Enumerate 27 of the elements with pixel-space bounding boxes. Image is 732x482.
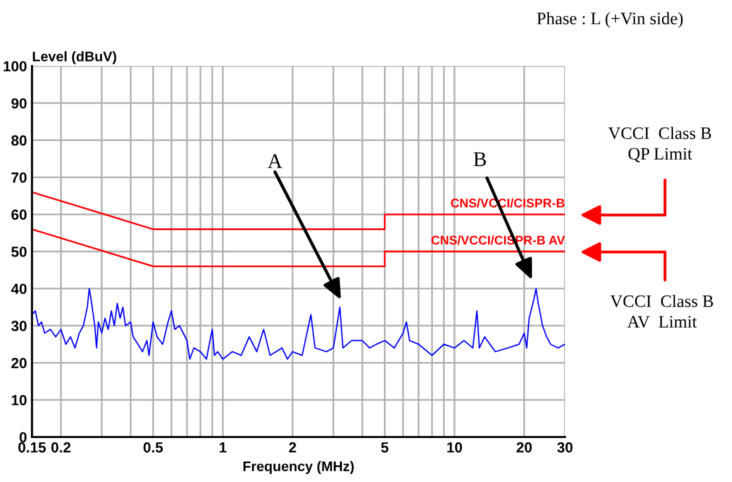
annotation: B — [474, 152, 486, 166]
x-tick-label: 0.5 — [144, 442, 163, 453]
y-tick-label: 60 — [11, 210, 27, 220]
x-tick-label: 20 — [516, 442, 532, 453]
x-tick-label: 1 — [220, 442, 226, 452]
y-tick-label: 90 — [11, 98, 27, 109]
text: VCCI Class B AV Limit — [610, 294, 713, 328]
y-tick-label: 80 — [11, 135, 27, 146]
x-tick-label: 2 — [289, 442, 296, 452]
annotation: A — [268, 154, 282, 168]
x-axis-title: Frequency (MHz) — [243, 461, 354, 474]
y-tick-label: 0 — [20, 432, 27, 442]
x-tick-label: 0.15 — [18, 442, 46, 453]
y-axis-title: Level (dBuV) — [32, 51, 116, 64]
y-tick-label: 40 — [11, 284, 27, 294]
y-tick-label: 30 — [11, 320, 27, 332]
text: VCCI Class B QP Limit — [608, 126, 711, 162]
y-tick-label: 10 — [12, 395, 27, 406]
x-tick-label: 10 — [447, 442, 462, 453]
y-tick-label: 100 — [4, 61, 27, 72]
y-tick-label: 70 — [12, 172, 27, 183]
y-tick-label: 20 — [11, 358, 27, 368]
x-tick-label: 5 — [381, 442, 388, 453]
text: Phase : L (+Vin side) — [537, 12, 683, 28]
y-tick-label: 50 — [11, 246, 27, 257]
x-tick-label: 30 — [557, 442, 573, 453]
x-tick-label: 0.2 — [51, 442, 70, 453]
